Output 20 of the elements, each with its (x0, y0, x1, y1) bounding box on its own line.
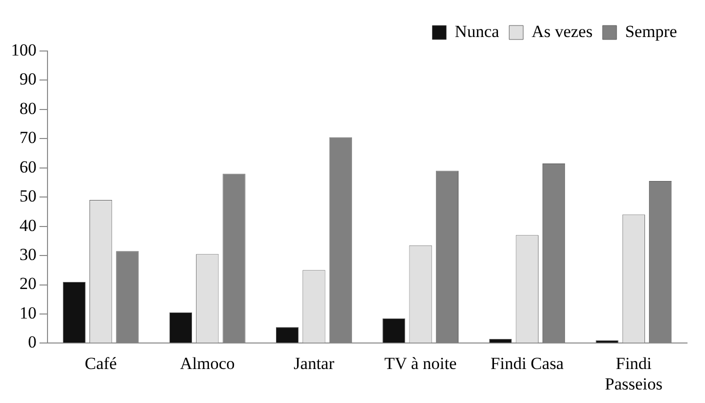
y-tick-label: 10 (20, 303, 36, 322)
x-tick-label: Almoco (180, 354, 235, 373)
x-tick-label: Jantar (294, 354, 335, 373)
legend-label: As vezes (532, 22, 593, 41)
x-tick-label: TV à noite (384, 354, 457, 373)
y-tick-label: 0 (28, 332, 36, 352)
y-tick-label: 40 (20, 216, 36, 235)
y-tick-label: 80 (20, 98, 36, 118)
x-tick-label: Café (84, 354, 117, 373)
x-tick-label: Findi Passeios (604, 354, 663, 394)
y-tick-label: 90 (20, 70, 36, 89)
y-tick-label: 30 (20, 245, 36, 264)
y-tick-label: 70 (20, 128, 36, 148)
legend-label: Sempre (625, 22, 678, 41)
y-tick-label: 60 (20, 157, 36, 176)
y-tick-label: 20 (20, 274, 36, 294)
legend-label: Nunca (454, 22, 500, 41)
y-tick-label: 50 (20, 186, 36, 206)
x-tick-label: Findi Casa (490, 354, 564, 373)
y-tick-label: 100 (11, 40, 36, 60)
